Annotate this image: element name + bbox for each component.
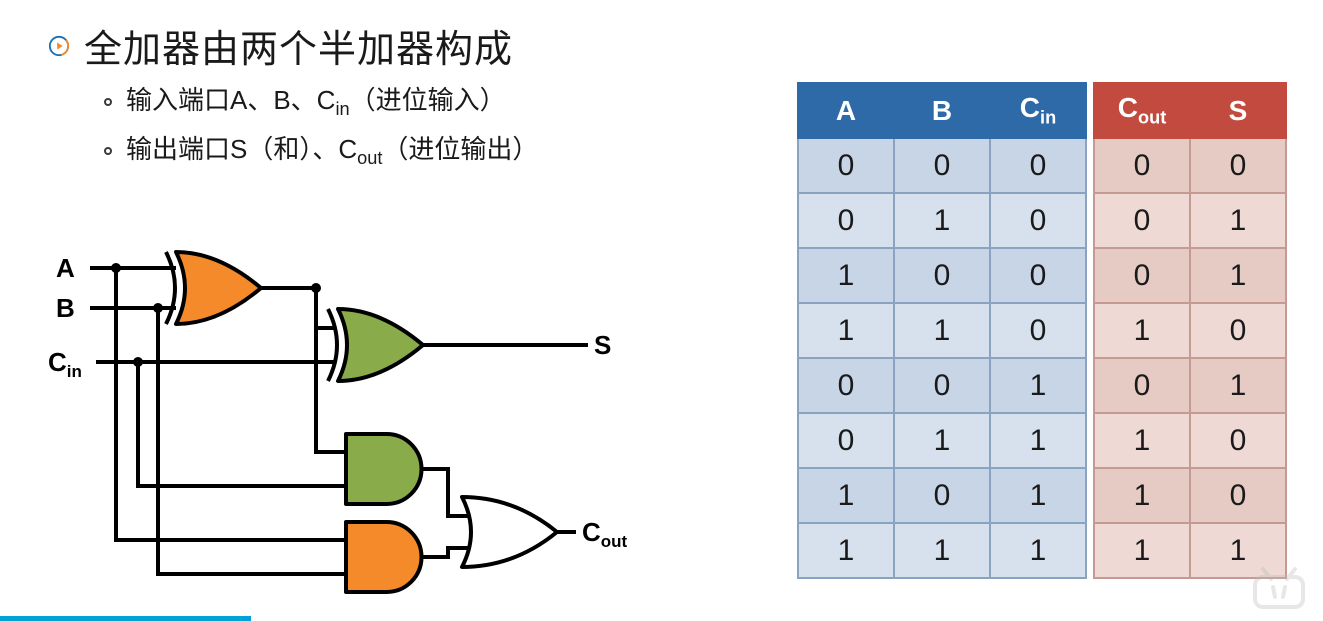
- bullet-text: 输入端口A、B、C: [126, 85, 335, 115]
- bilibili-watermark-icon: [1249, 565, 1309, 613]
- slide-sublist: 输入端口A、B、Cin（进位输入） 输出端口S（和）、Cout（进位输出）: [104, 78, 538, 176]
- table-cell: 0: [894, 138, 990, 193]
- table-header: Cin: [990, 83, 1086, 138]
- table-cell: 1: [798, 468, 894, 523]
- table-cell: 0: [990, 138, 1086, 193]
- table-row: 10: [1094, 413, 1286, 468]
- table-cell: 1: [798, 523, 894, 578]
- table-row: 01: [1094, 193, 1286, 248]
- svg-text:A: A: [56, 253, 75, 283]
- svg-text:Cout: Cout: [582, 517, 628, 551]
- table-cell: 0: [1190, 413, 1286, 468]
- table-cell: 1: [990, 468, 1086, 523]
- bullet-text: （进位输出）: [382, 134, 538, 164]
- table-cell: 0: [1094, 358, 1190, 413]
- table-row: 00: [1094, 138, 1286, 193]
- slide-title-row: 全加器由两个半加器构成: [48, 18, 513, 73]
- table-cell: 1: [894, 523, 990, 578]
- table-row: 111: [798, 523, 1086, 578]
- table-cell: 0: [1094, 248, 1190, 303]
- table-cell: 1: [990, 523, 1086, 578]
- subscript: out: [357, 148, 382, 168]
- bullet-inputs: 输入端口A、B、Cin（进位输入）: [104, 78, 538, 125]
- table-header: A: [798, 83, 894, 138]
- table-cell: 1: [1190, 193, 1286, 248]
- table-header: B: [894, 83, 990, 138]
- table-header: Cout: [1094, 83, 1190, 138]
- bullet-text: 输出端口S（和）、C: [126, 134, 357, 164]
- table-cell: 0: [1190, 468, 1286, 523]
- table-row: 100: [798, 248, 1086, 303]
- bullet-outputs: 输出端口S（和）、Cout（进位输出）: [104, 127, 538, 174]
- table-row: 10: [1094, 303, 1286, 358]
- play-bullet-icon: [48, 35, 70, 57]
- circle-bullet-icon: [104, 98, 112, 106]
- table-cell: 1: [1094, 523, 1190, 578]
- table-cell: 0: [990, 193, 1086, 248]
- table-cell: 0: [1190, 303, 1286, 358]
- table-cell: 0: [894, 358, 990, 413]
- table-row: 101: [798, 468, 1086, 523]
- video-progress-bar[interactable]: [0, 616, 251, 621]
- table-cell: 1: [894, 193, 990, 248]
- table-row: 000: [798, 138, 1086, 193]
- table-cell: 0: [990, 303, 1086, 358]
- table-row: 10: [1094, 468, 1286, 523]
- table-cell: 0: [1094, 138, 1190, 193]
- slide-title: 全加器由两个半加器构成: [84, 18, 513, 73]
- truth-table: ABCin000010100110001011101111 CoutS00010…: [797, 82, 1287, 579]
- table-cell: 1: [1190, 248, 1286, 303]
- svg-text:Cin: Cin: [48, 347, 82, 381]
- table-header: S: [1190, 83, 1286, 138]
- table-row: 011: [798, 413, 1086, 468]
- table-cell: 0: [798, 413, 894, 468]
- table-cell: 1: [894, 303, 990, 358]
- svg-text:B: B: [56, 293, 75, 323]
- table-cell: 1: [894, 413, 990, 468]
- svg-text:S: S: [594, 330, 611, 360]
- table-row: 01: [1094, 248, 1286, 303]
- full-adder-circuit-diagram: AB Cin S Cout: [48, 240, 648, 610]
- table-row: 01: [1094, 358, 1286, 413]
- table-cell: 1: [1094, 303, 1190, 358]
- bullet-text: （进位输入）: [350, 85, 506, 115]
- table-cell: 1: [798, 248, 894, 303]
- subscript: in: [335, 99, 349, 119]
- table-cell: 1: [990, 413, 1086, 468]
- table-cell: 1: [1094, 468, 1190, 523]
- table-cell: 0: [894, 248, 990, 303]
- circle-bullet-icon: [104, 147, 112, 155]
- table-row: 001: [798, 358, 1086, 413]
- truth-table-outputs: CoutS0001011001101011: [1093, 82, 1287, 579]
- table-cell: 0: [798, 138, 894, 193]
- table-cell: 0: [1190, 138, 1286, 193]
- table-cell: 1: [990, 358, 1086, 413]
- table-cell: 0: [798, 193, 894, 248]
- truth-table-inputs: ABCin000010100110001011101111: [797, 82, 1087, 579]
- table-cell: 0: [798, 358, 894, 413]
- table-cell: 1: [1190, 358, 1286, 413]
- table-row: 010: [798, 193, 1086, 248]
- table-cell: 0: [894, 468, 990, 523]
- table-cell: 1: [1094, 413, 1190, 468]
- table-cell: 0: [1094, 193, 1190, 248]
- table-cell: 1: [798, 303, 894, 358]
- table-cell: 0: [990, 248, 1086, 303]
- table-row: 110: [798, 303, 1086, 358]
